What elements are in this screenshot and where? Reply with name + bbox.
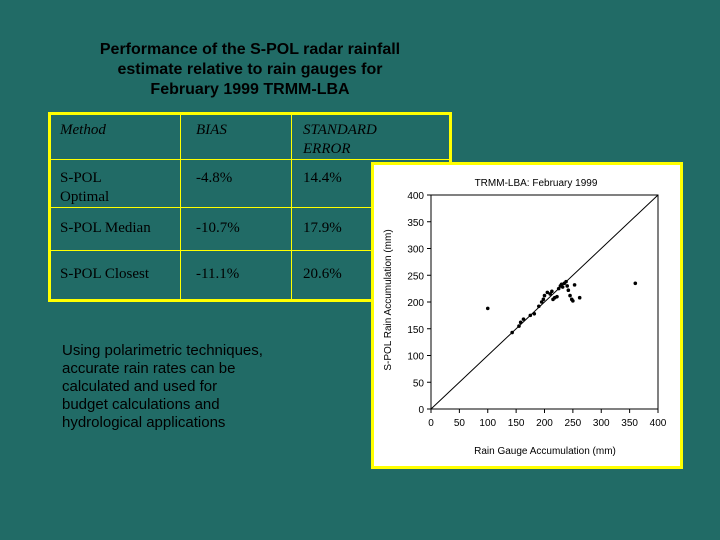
header-bias: BIAS <box>196 122 227 138</box>
table-divider <box>51 207 449 208</box>
x-tick-label: 250 <box>565 418 582 429</box>
data-point <box>518 320 523 325</box>
scatter-chart: TRMM-LBA: February 1999 Rain Gauge Accum… <box>383 178 667 457</box>
row2-method: S-POL Median <box>60 220 151 236</box>
data-point <box>485 306 490 311</box>
row1-bias: -4.8% <box>196 170 233 186</box>
data-point <box>555 294 559 299</box>
data-point <box>541 297 546 302</box>
y-axis-label: S-POL Rain Accumulation (mm) <box>383 229 394 370</box>
y-tick-label: 200 <box>407 298 424 309</box>
data-point <box>548 292 552 296</box>
summary-line-3: calculated and used for <box>62 378 218 395</box>
data-point <box>521 317 526 321</box>
row1-std-error: 14.4% <box>303 170 342 186</box>
table-divider <box>51 159 449 160</box>
table-row-method: S-POL Optimal <box>60 169 109 207</box>
y-tick-label: 400 <box>407 191 424 202</box>
x-tick-label: 300 <box>593 418 610 429</box>
data-point <box>537 304 541 309</box>
data-point <box>572 283 577 287</box>
data-point <box>564 279 568 284</box>
x-tick-label: 50 <box>454 418 466 429</box>
x-tick-label: 350 <box>621 418 638 429</box>
summary-line-2: accurate rain rates can be <box>62 360 236 377</box>
reference-line <box>430 194 659 410</box>
summary-line-5: hydrological applications <box>62 414 226 431</box>
x-axis-label: Rain Gauge Accumulation (mm) <box>474 446 616 457</box>
slide-title: Performance of the S-POL radar rainfall … <box>40 40 460 100</box>
x-tick-label: 150 <box>508 418 525 429</box>
data-point <box>528 313 533 318</box>
summary-text: Using polarimetric techniques, accurate … <box>62 342 352 432</box>
y-tick-label: 100 <box>407 352 424 363</box>
row3-bias: -11.1% <box>196 266 240 282</box>
title-line-3: February 1999 TRMM-LBA <box>150 81 350 98</box>
plot-area: 0 50 100 150 200 250 300 350 400 0 50 100 150 200 250 3… <box>407 191 666 429</box>
data-point <box>542 293 547 298</box>
header-std-line-1: STANDARD <box>303 122 377 138</box>
scatter-chart-panel: TRMM-LBA: February 1999 Rain Gauge Accum… <box>371 162 683 469</box>
row2-bias: -10.7% <box>196 220 240 236</box>
data-point <box>550 289 554 294</box>
data-point <box>571 299 575 303</box>
data-point <box>510 330 514 335</box>
y-tick-label: 250 <box>407 271 424 282</box>
y-tick-label: 0 <box>418 405 424 416</box>
header-std-error: STANDARD ERROR <box>303 121 377 159</box>
x-tick-label: 200 <box>536 418 553 429</box>
row3-std-error: 20.6% <box>303 266 342 282</box>
x-tick-label: 100 <box>479 418 496 429</box>
row2-std-error: 17.9% <box>303 220 342 236</box>
data-point <box>556 286 561 291</box>
results-table: Method BIAS STANDARD ERROR S-POL Optimal… <box>48 112 452 302</box>
data-point <box>532 311 537 316</box>
data-point <box>566 288 571 293</box>
header-std-line-2: ERROR <box>303 141 351 157</box>
data-point <box>545 290 550 295</box>
data-point <box>577 295 582 300</box>
summary-line-1: Using polarimetric techniques, <box>62 342 263 359</box>
y-tick-label: 350 <box>407 218 424 229</box>
chart-title: TRMM-LBA: February 1999 <box>475 178 598 189</box>
summary-line-4: budget calculations and <box>62 396 220 413</box>
data-point <box>568 293 572 298</box>
data-point <box>633 281 638 286</box>
table-divider <box>51 250 449 251</box>
data-point <box>565 284 569 288</box>
data-point <box>517 324 521 328</box>
data-point <box>539 300 544 304</box>
y-tick-label: 150 <box>407 325 424 336</box>
row3-method: S-POL Closest <box>60 266 150 282</box>
x-tick-label: 400 <box>650 418 667 429</box>
y-tick-label: 300 <box>407 245 424 256</box>
title-line-1: Performance of the S-POL radar rainfall <box>99 41 401 58</box>
data-point <box>560 285 565 289</box>
row1-method-line-2: Optimal <box>60 189 110 205</box>
y-tick-label: 50 <box>413 378 425 389</box>
row1-method-line-1: S-POL <box>60 170 102 186</box>
header-method: Method <box>60 122 106 138</box>
x-tick-label: 0 <box>428 418 434 429</box>
title-line-2: estimate relative to rain gauges for <box>117 61 383 78</box>
